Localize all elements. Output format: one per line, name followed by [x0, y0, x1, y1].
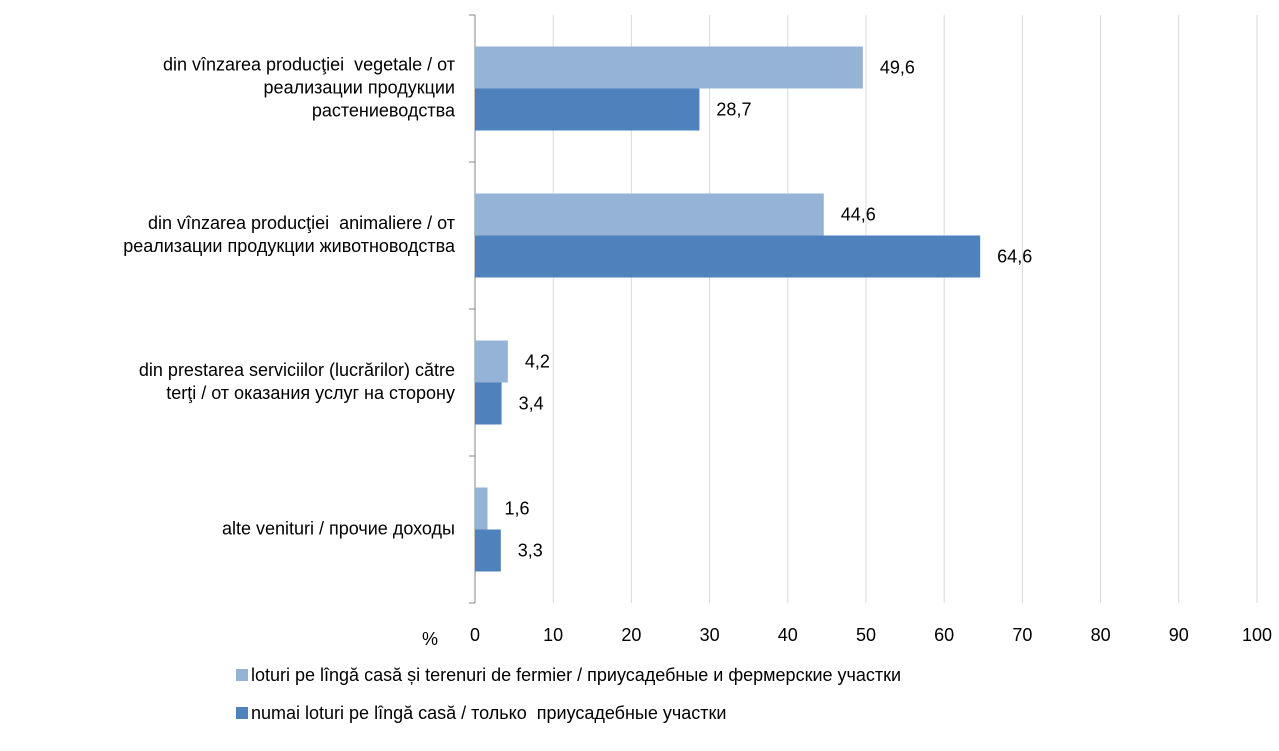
- x-tick-label: 70: [1012, 625, 1032, 645]
- bar: [475, 46, 863, 89]
- category-label: alte venituri / прочие доходы: [222, 518, 455, 538]
- x-tick-label: 100: [1242, 625, 1272, 645]
- bar: [475, 487, 488, 530]
- legend-label: loturi pe lîngă casă și terenuri de ferm…: [251, 665, 901, 685]
- x-tick-label: 20: [621, 625, 641, 645]
- data-label: 28,7: [716, 99, 751, 119]
- data-label: 1,6: [505, 498, 530, 518]
- x-tick-label: 10: [543, 625, 563, 645]
- legend-label: numai loturi pe lîngă casă / только приу…: [251, 703, 726, 723]
- legend-swatch: [236, 707, 248, 719]
- x-tick-label: 0: [470, 625, 480, 645]
- category-label: din prestarea serviciilor (lucrărilor) c…: [139, 360, 455, 403]
- category-label: din vînzarea producţiei vegetale / от реа…: [163, 54, 456, 120]
- bar: [475, 382, 502, 425]
- x-tick-label: 80: [1091, 625, 1111, 645]
- data-label: 4,2: [525, 351, 550, 371]
- category-label: din vînzarea producţiei animaliere / от р…: [123, 213, 456, 256]
- data-label: 3,4: [519, 393, 544, 413]
- x-tick-label: 90: [1169, 625, 1189, 645]
- legend-swatch: [236, 669, 248, 681]
- bar: [475, 340, 508, 383]
- data-label: 44,6: [841, 204, 876, 224]
- data-label: 49,6: [880, 57, 915, 77]
- bar: [475, 88, 700, 131]
- data-label: 64,6: [997, 246, 1032, 266]
- x-tick-label: 30: [700, 625, 720, 645]
- x-tick-label: 50: [856, 625, 876, 645]
- x-tick-label: 60: [934, 625, 954, 645]
- x-tick-label: 40: [778, 625, 798, 645]
- bar: [475, 193, 824, 236]
- bar: [475, 529, 501, 572]
- bar: [475, 235, 981, 278]
- data-label: 3,3: [518, 540, 543, 560]
- x-axis-label: %: [422, 629, 438, 649]
